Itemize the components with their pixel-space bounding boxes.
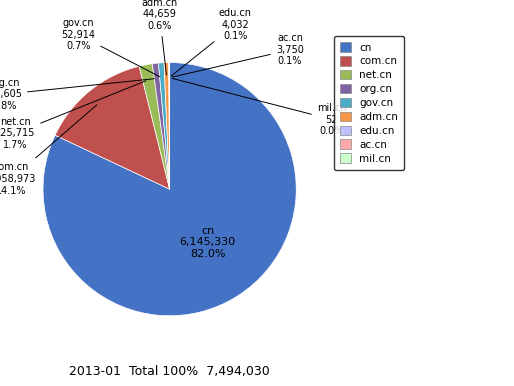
Wedge shape — [164, 63, 170, 189]
Text: org.cn
58,605
0.8%: org.cn 58,605 0.8% — [0, 78, 154, 111]
Text: gov.cn
52,914
0.7%: gov.cn 52,914 0.7% — [62, 18, 160, 77]
Legend: cn, com.cn, net.cn, org.cn, gov.cn, adm.cn, edu.cn, ac.cn, mil.cn: cn, com.cn, net.cn, org.cn, gov.cn, adm.… — [334, 36, 405, 170]
Text: adm.cn
44,659
0.6%: adm.cn 44,659 0.6% — [141, 0, 178, 75]
Text: cn
6,145,330
82.0%: cn 6,145,330 82.0% — [179, 226, 235, 259]
Wedge shape — [43, 63, 296, 316]
Text: ac.cn
3,750
0.1%: ac.cn 3,750 0.1% — [172, 33, 304, 77]
Text: 2013-01  Total 100%  7,494,030: 2013-01 Total 100% 7,494,030 — [69, 365, 270, 378]
Text: mil.cn
52
0.0%: mil.cn 52 0.0% — [172, 78, 346, 136]
Wedge shape — [169, 63, 170, 189]
Wedge shape — [152, 63, 170, 189]
Text: net.cn
125,715
1.7%: net.cn 125,715 1.7% — [0, 81, 146, 150]
Text: com.cn
1,058,973
14.1%: com.cn 1,058,973 14.1% — [0, 105, 97, 196]
Wedge shape — [55, 66, 170, 189]
Text: edu.cn
4,032
0.1%: edu.cn 4,032 0.1% — [171, 8, 252, 76]
Wedge shape — [139, 64, 170, 189]
Wedge shape — [158, 63, 170, 189]
